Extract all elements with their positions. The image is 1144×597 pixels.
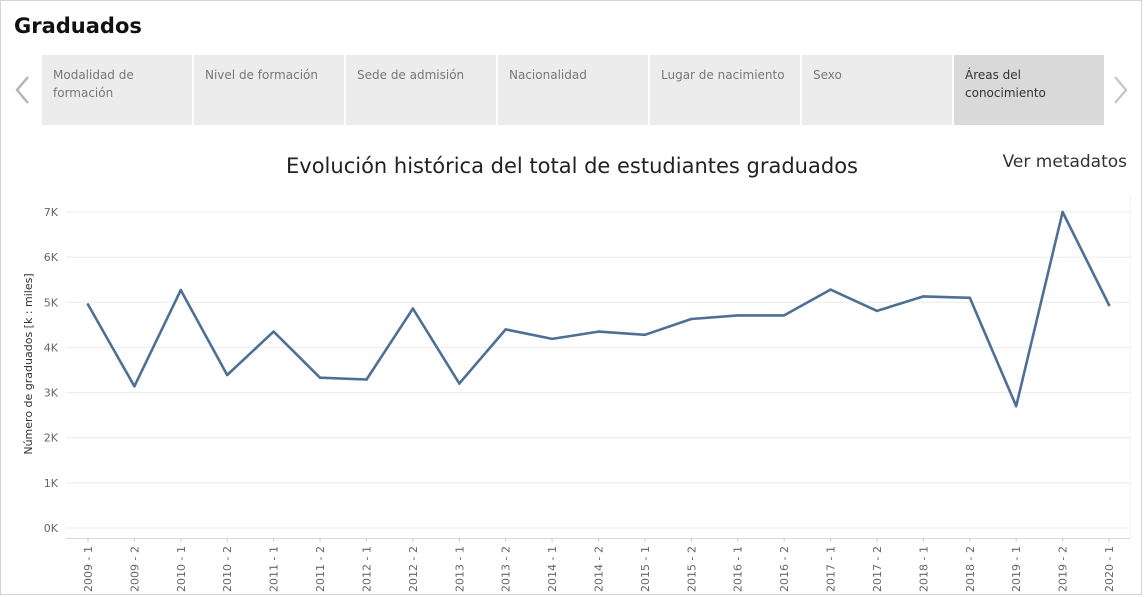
y-tick-label: 5K [44, 296, 59, 309]
chevron-right-icon [1114, 76, 1128, 104]
data-point [643, 333, 647, 337]
category-tabs: Modalidad de formación Nivel de formación S… [42, 55, 1106, 125]
x-tick-label: 2013 - 1 [453, 546, 466, 592]
tab-3[interactable]: Sede de admisión [346, 55, 496, 125]
x-tick-label: 2011 - 1 [268, 546, 281, 592]
tab-1[interactable]: Modalidad de formación [42, 55, 192, 125]
x-tick-label: 2018 - 1 [917, 546, 930, 592]
data-point [829, 288, 832, 291]
data-point [365, 378, 368, 381]
x-tick-label: 2010 - 1 [175, 546, 188, 592]
chart-title: Evolución histórica del total de estudia… [286, 154, 858, 178]
y-tick-label: 6K [44, 251, 59, 264]
data-point [550, 337, 554, 341]
y-tick-label: 2K [44, 432, 59, 445]
x-tick-label: 2009 - 1 [82, 546, 95, 592]
tab-6[interactable]: Sexo [802, 55, 952, 125]
y-tick-label: 4K [44, 341, 59, 354]
data-point [1061, 210, 1064, 214]
y-tick-label: 1K [44, 477, 59, 490]
x-tick-label: 2016 - 2 [778, 546, 791, 592]
x-tick-label: 2012 - 2 [407, 546, 420, 592]
x-tick-label: 2019 - 1 [1010, 546, 1023, 592]
data-point [690, 317, 693, 321]
data-point [272, 330, 275, 333]
tabs-prev-button[interactable] [11, 73, 35, 107]
data-point [782, 314, 786, 317]
y-tick-label: 0K [44, 522, 59, 535]
data-point [457, 382, 461, 385]
y-axis-title: Número de graduados [k : miles] [22, 273, 35, 454]
series-line [86, 210, 1111, 408]
x-tick-label: 2015 - 1 [639, 546, 652, 592]
data-point [225, 373, 229, 377]
tab-2[interactable]: Nivel de formación [194, 55, 344, 125]
tab-4[interactable]: Nacionalidad [498, 55, 648, 125]
data-point [411, 307, 415, 310]
x-tick-label: 2020 - 1 [1103, 546, 1116, 592]
tab-7[interactable]: Áreas del conocimiento [954, 55, 1104, 125]
x-tick-label: 2019 - 2 [1057, 546, 1070, 592]
data-point [968, 296, 972, 300]
x-tick-label: 2011 - 2 [314, 546, 327, 592]
x-tick-label: 2017 - 2 [871, 546, 884, 592]
data-point [86, 303, 90, 306]
tab-5[interactable]: Lugar de nacimiento [650, 55, 800, 125]
y-tick-label: 7K [44, 206, 59, 219]
data-point [1014, 404, 1018, 408]
page-title: Graduados [14, 14, 142, 38]
tabs-next-button[interactable] [1108, 73, 1132, 107]
data-point [736, 314, 740, 317]
x-tick-label: 2018 - 2 [964, 546, 977, 592]
x-tick-label: 2015 - 2 [685, 546, 698, 592]
data-point [179, 288, 183, 292]
chevron-left-icon [15, 76, 29, 104]
y-tick-label: 3K [44, 387, 59, 400]
data-point [318, 376, 322, 379]
x-tick-label: 2009 - 2 [128, 546, 141, 592]
data-point [922, 295, 925, 298]
x-tick-label: 2012 - 1 [360, 546, 373, 592]
x-tick-label: 2016 - 1 [732, 546, 745, 592]
x-tick-label: 2013 - 2 [500, 546, 513, 592]
x-tick-label: 2017 - 1 [825, 546, 838, 592]
view-metadata-link[interactable]: Ver metadatos [1002, 152, 1127, 172]
data-point [597, 330, 600, 333]
x-tick-label: 2014 - 2 [593, 546, 606, 592]
x-tick-label: 2010 - 2 [221, 546, 234, 592]
data-point [504, 328, 507, 331]
x-tick-label: 2014 - 1 [546, 546, 559, 592]
data-point [1107, 303, 1111, 307]
data-point [875, 309, 879, 313]
data-point [133, 384, 136, 388]
